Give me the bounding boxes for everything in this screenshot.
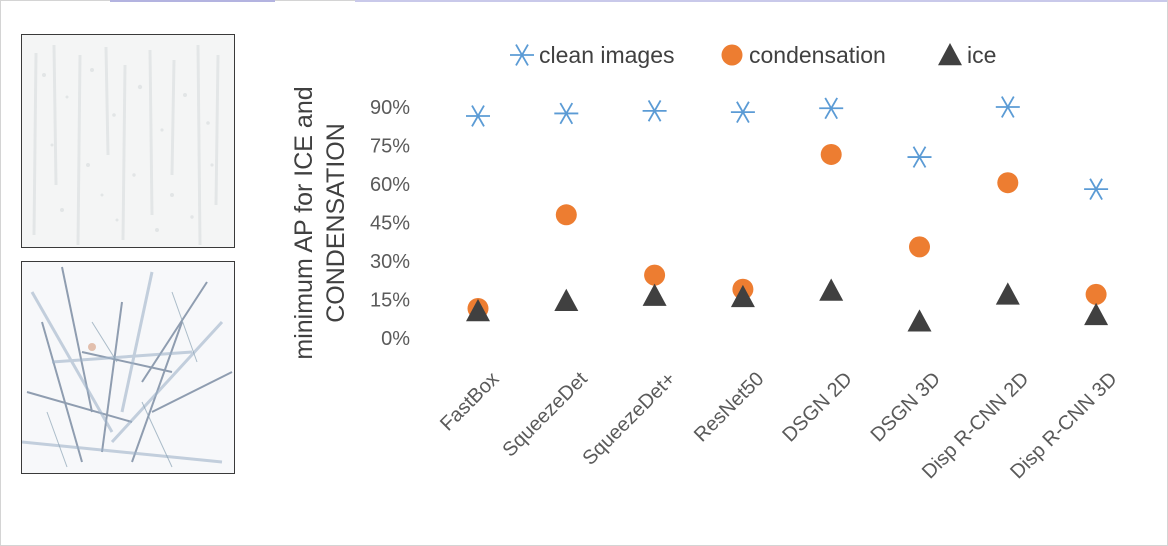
x-tick-label: DSGN 2D bbox=[778, 368, 856, 446]
data-point-triangle bbox=[554, 288, 579, 311]
legend-item: ice bbox=[938, 42, 996, 68]
x-tick-label: DSGN 3D bbox=[867, 368, 945, 446]
data-point-asterisk bbox=[1084, 178, 1109, 200]
x-tick-label: FastBox bbox=[436, 368, 503, 435]
data-point-asterisk bbox=[907, 146, 932, 168]
y-tick-label: 45% bbox=[370, 213, 410, 235]
data-point-circle bbox=[997, 172, 1019, 194]
condensation-photo bbox=[21, 34, 235, 248]
legend-marker-circle bbox=[721, 44, 743, 66]
ice-photo bbox=[21, 261, 235, 474]
ice-photo-graphic bbox=[22, 262, 234, 473]
data-point-circle bbox=[555, 204, 577, 226]
y-tick-label: 60% bbox=[370, 174, 410, 196]
x-tick-label: SqueezeDet+ bbox=[578, 368, 680, 470]
y-tick-label: 0% bbox=[381, 328, 410, 350]
data-point-triangle bbox=[466, 299, 490, 322]
legend-item: clean images bbox=[510, 42, 675, 68]
y-tick-label: 30% bbox=[370, 251, 410, 273]
y-axis-title: minimum AP for ICE and CONDENSATION bbox=[290, 86, 350, 359]
data-point-triangle bbox=[642, 283, 667, 306]
top-accent-line bbox=[110, 0, 275, 2]
data-point-triangle bbox=[995, 282, 1020, 305]
data-point-circle bbox=[909, 236, 930, 258]
data-point-asterisk bbox=[730, 101, 755, 123]
data-point-asterisk bbox=[995, 96, 1020, 118]
data-point-asterisk bbox=[554, 102, 579, 125]
data-markers bbox=[466, 96, 1109, 332]
y-axis-title-line: CONDENSATION bbox=[322, 123, 350, 323]
data-point-triangle bbox=[819, 278, 844, 301]
legend-label: ice bbox=[967, 42, 996, 68]
data-point-asterisk bbox=[819, 97, 844, 120]
y-tick-label: 75% bbox=[370, 136, 410, 158]
data-point-asterisk bbox=[466, 105, 490, 127]
x-tick-label: ResNet50 bbox=[690, 368, 768, 446]
data-point-circle bbox=[644, 264, 666, 286]
y-axis-ticks: 0% 15% 30% 45% 60% 75% 90% bbox=[370, 97, 410, 350]
data-point-triangle bbox=[907, 309, 932, 332]
data-point-circle bbox=[1085, 283, 1107, 305]
legend-item: condensation bbox=[721, 42, 886, 68]
y-axis-title-line: minimum AP for ICE and bbox=[290, 86, 318, 359]
y-tick-label: 90% bbox=[370, 97, 410, 119]
data-point-triangle bbox=[730, 284, 755, 308]
data-point-asterisk bbox=[642, 100, 667, 122]
x-tick-label: SqueezeDet bbox=[498, 368, 592, 462]
condensation-photo-graphic bbox=[22, 35, 234, 247]
legend-label: clean images bbox=[539, 42, 675, 68]
scatter-chart: clean images condensation ice minimum AP f… bbox=[290, 42, 1122, 484]
y-tick-label: 15% bbox=[370, 290, 410, 312]
legend-label: condensation bbox=[749, 42, 886, 68]
legend: clean images condensation ice bbox=[510, 42, 996, 68]
legend-marker-triangle bbox=[938, 43, 962, 66]
data-point-triangle bbox=[1084, 302, 1109, 326]
legend-marker-asterisk bbox=[510, 44, 534, 66]
data-point-circle bbox=[820, 143, 842, 165]
top-accent-line-right bbox=[355, 0, 1167, 2]
